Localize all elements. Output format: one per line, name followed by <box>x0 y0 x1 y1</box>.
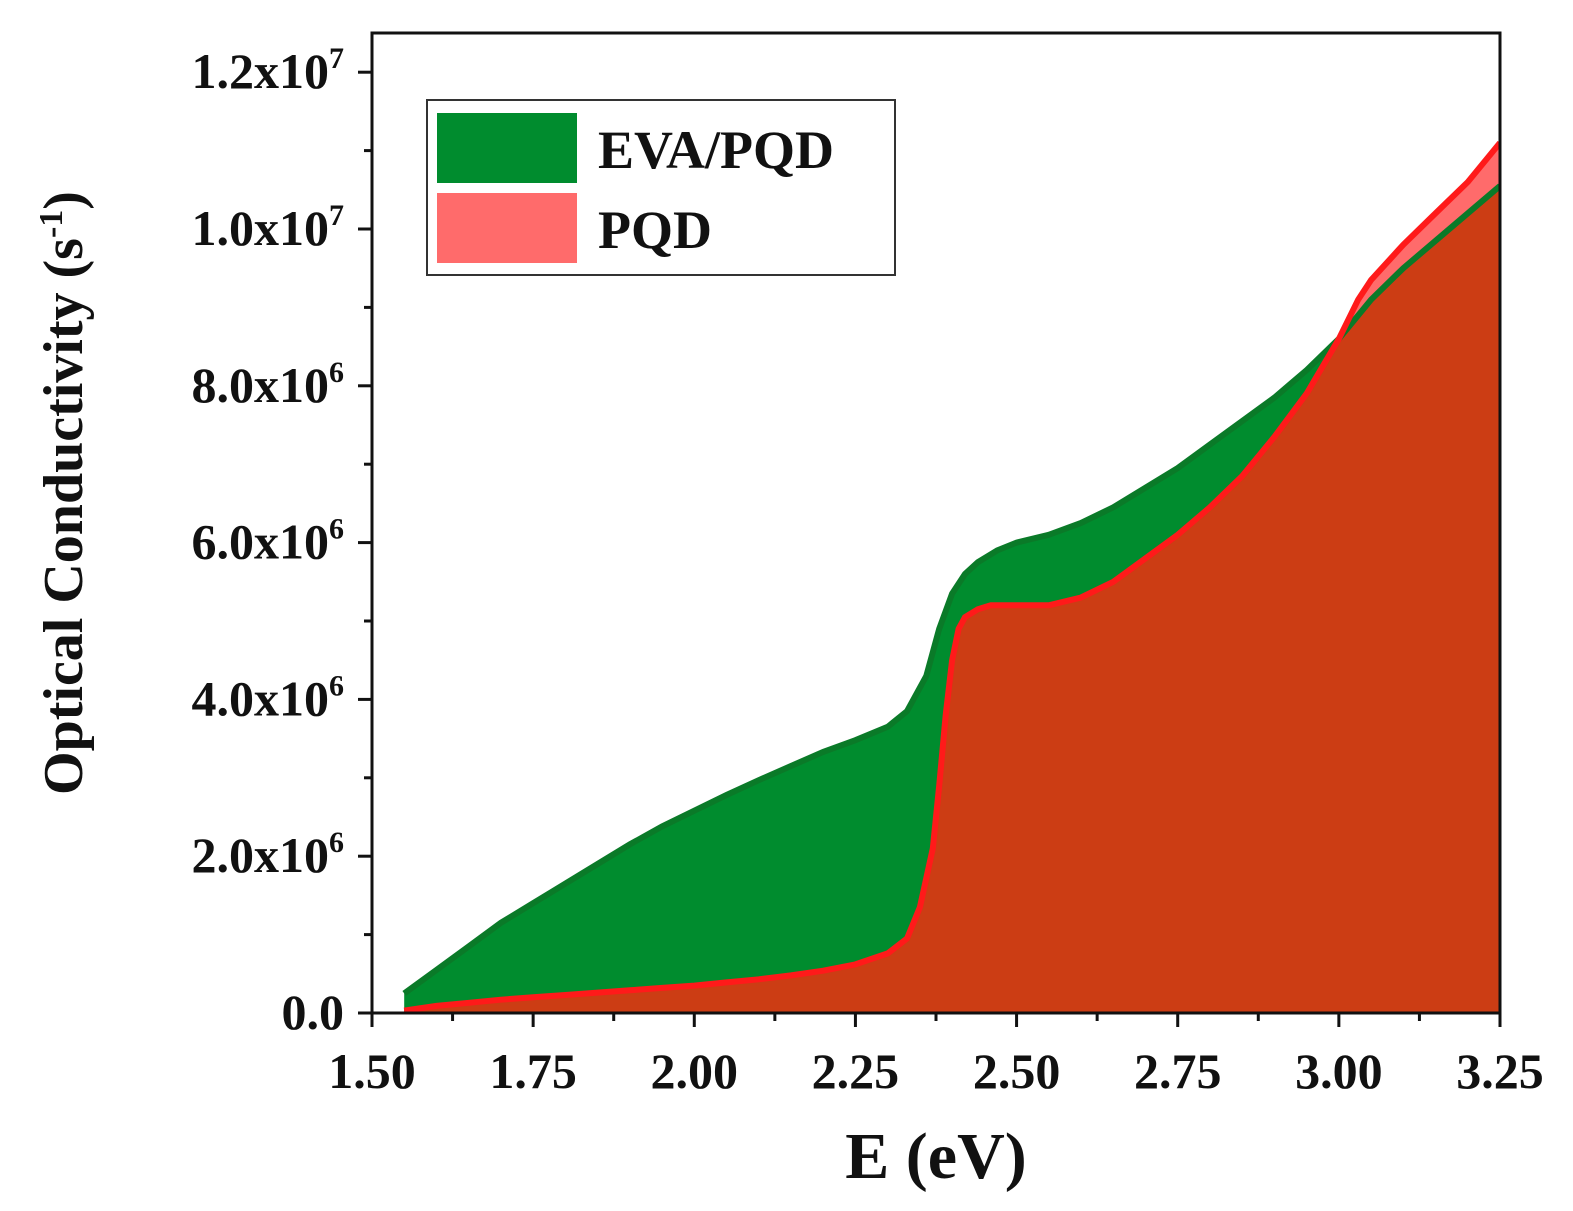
x-tick-label: 3.00 <box>1295 1043 1383 1099</box>
x-tick-label: 2.50 <box>973 1043 1061 1099</box>
x-tick-label: 3.25 <box>1456 1043 1544 1099</box>
pqd-line <box>403 140 1500 1013</box>
x-tick-label: 1.50 <box>328 1043 416 1099</box>
plot-area <box>402 140 1500 1013</box>
x-tick-label: 2.25 <box>812 1043 900 1099</box>
y-tick-label: 6.0x106 <box>192 513 345 570</box>
legend-swatch-pqd <box>437 193 577 263</box>
y-tick-label: 0.0 <box>282 984 345 1040</box>
legend-label-pqd: PQD <box>598 200 712 260</box>
y-tick-label: 8.0x106 <box>192 356 345 413</box>
y-axis-title: Optical Conductivity (s-1) <box>33 191 95 795</box>
y-axis-title-close: ) <box>33 191 95 210</box>
y-tick-label: 2.0x106 <box>192 826 345 883</box>
legend: EVA/PQD PQD <box>426 99 896 276</box>
y-tick-label: 1.2x107 <box>192 42 345 99</box>
x-tick-label: 2.75 <box>1134 1043 1222 1099</box>
overlap-area <box>404 185 1500 1013</box>
eva-pqd-line <box>402 183 1500 996</box>
x-tick-label: 2.00 <box>651 1043 739 1099</box>
legend-label-eva-pqd: EVA/PQD <box>598 120 834 180</box>
y-axis: 0.0 2.0x106 4.0x106 6.0x106 8.0x106 1.0x107 1.… <box>192 42 372 1040</box>
x-tick-label: 1.75 <box>489 1043 577 1099</box>
legend-swatch-eva-pqd <box>437 113 577 183</box>
x-axis-title: E (eV) <box>845 1120 1026 1193</box>
x-axis: 1.50 1.75 2.00 2.25 2.50 2.75 3.00 3.25 <box>328 1013 1544 1099</box>
y-tick-label: 4.0x106 <box>192 669 345 726</box>
y-axis-title-sup: -1 <box>33 210 70 238</box>
y-axis-title-main: Optical Conductivity (s <box>33 238 95 795</box>
y-tick-label: 1.0x107 <box>192 199 345 256</box>
